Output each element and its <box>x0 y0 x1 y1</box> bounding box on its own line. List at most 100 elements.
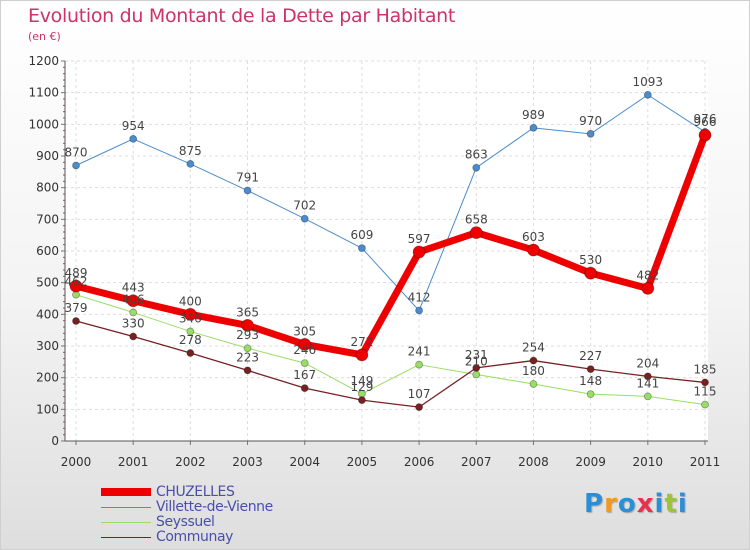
data-label-communay: 231 <box>465 348 488 362</box>
data-label-seyssuel: 180 <box>522 364 545 378</box>
data-label-chuzelles: 272 <box>350 335 373 349</box>
data-label-villette-de-vienne: 870 <box>65 146 88 160</box>
data-label-communay: 107 <box>408 387 431 401</box>
data-label-communay: 379 <box>65 301 88 315</box>
x-tick-label: 2011 <box>690 455 721 469</box>
data-point-communay <box>300 384 309 393</box>
data-label-chuzelles: 443 <box>122 281 145 295</box>
data-label-communay: 278 <box>179 333 202 347</box>
data-point-communay <box>586 365 595 374</box>
x-tick-label: 2004 <box>289 455 320 469</box>
data-label-seyssuel: 141 <box>636 376 659 390</box>
data-label-villette-de-vienne: 1093 <box>633 75 664 89</box>
series-line-chuzelles <box>75 133 709 359</box>
data-label-seyssuel: 462 <box>65 275 88 289</box>
x-tick-label: 2006 <box>404 455 435 469</box>
data-point-villette-de-vienne <box>300 214 309 223</box>
data-label-chuzelles: 530 <box>579 253 602 267</box>
data-point-seyssuel <box>586 390 595 399</box>
data-point-villette-de-vienne <box>586 129 595 138</box>
data-point-villette-de-vienne <box>358 244 366 253</box>
data-point-seyssuel <box>186 327 195 336</box>
data-label-seyssuel: 293 <box>236 328 259 342</box>
data-label-communay: 254 <box>522 341 545 355</box>
data-point-chuzelles <box>641 281 655 295</box>
data-label-villette-de-vienne: 976 <box>694 112 717 126</box>
chart-title: Evolution du Montant de la Dette par Hab… <box>28 5 456 27</box>
data-point-seyssuel <box>472 370 481 379</box>
data-point-chuzelles <box>469 226 483 240</box>
series-line-villette-de-vienne <box>75 94 706 312</box>
data-point-chuzelles <box>355 348 369 362</box>
logo-letter: i <box>654 489 665 519</box>
data-label-communay: 223 <box>236 350 259 364</box>
y-tick-label: 600 <box>36 244 59 258</box>
data-label-chuzelles: 597 <box>408 232 431 246</box>
legend-swatch <box>101 488 151 496</box>
legend-label: CHUZELLES <box>156 484 235 500</box>
data-point-seyssuel <box>300 359 309 368</box>
data-point-chuzelles <box>527 243 540 257</box>
data-point-communay <box>186 349 195 357</box>
logo-letter: o <box>617 489 637 519</box>
y-tick-label: 1200 <box>28 54 59 68</box>
legend-swatch <box>101 507 151 508</box>
data-label-villette-de-vienne: 609 <box>350 228 373 242</box>
data-label-communay: 330 <box>122 317 145 331</box>
data-point-seyssuel <box>415 360 423 369</box>
data-point-villette-de-vienne <box>472 163 481 172</box>
data-point-communay <box>415 403 423 412</box>
data-point-communay <box>129 332 138 341</box>
data-point-communay <box>472 363 481 372</box>
data-label-villette-de-vienne: 412 <box>408 291 431 305</box>
data-point-communay <box>701 378 709 387</box>
data-label-chuzelles: 603 <box>522 230 545 244</box>
data-point-seyssuel <box>129 308 138 317</box>
logo-letter: x <box>636 489 655 519</box>
y-tick-label: 1000 <box>28 117 59 131</box>
y-tick-label: 200 <box>36 371 59 385</box>
x-tick-label: 2001 <box>118 455 149 469</box>
y-tick-label: 700 <box>36 212 59 226</box>
x-tick-label: 2009 <box>575 455 606 469</box>
data-point-seyssuel <box>243 344 252 353</box>
series-line-communay <box>75 320 706 408</box>
y-tick-label: 800 <box>36 181 59 195</box>
proxiti-logo: Proxiti <box>584 489 688 519</box>
data-label-villette-de-vienne: 875 <box>179 144 202 158</box>
data-label-seyssuel: 115 <box>694 385 717 399</box>
x-tick-label: 2005 <box>347 455 378 469</box>
x-tick-label: 2000 <box>61 455 92 469</box>
data-point-chuzelles <box>69 279 83 293</box>
data-point-seyssuel <box>643 392 652 401</box>
data-label-seyssuel: 148 <box>579 374 602 388</box>
data-point-chuzelles <box>126 294 140 308</box>
data-label-villette-de-vienne: 791 <box>236 171 259 185</box>
data-point-villette-de-vienne <box>529 123 538 132</box>
data-point-villette-de-vienne <box>129 134 138 143</box>
y-tick-label: 900 <box>36 149 59 163</box>
logo-letter: t <box>664 489 678 519</box>
x-tick-label: 2003 <box>232 455 263 469</box>
data-point-chuzelles <box>183 307 197 321</box>
logo-letter: r <box>604 489 618 519</box>
x-tick-label: 2010 <box>633 455 664 469</box>
data-label-chuzelles: 365 <box>236 305 259 319</box>
data-point-chuzelles <box>584 266 598 280</box>
data-point-villette-de-vienne <box>186 160 195 168</box>
data-label-seyssuel: 149 <box>350 374 373 388</box>
data-label-chuzelles: 489 <box>65 266 88 280</box>
data-label-communay: 227 <box>579 349 602 363</box>
data-point-communay <box>72 317 80 325</box>
data-label-villette-de-vienne: 989 <box>522 108 545 122</box>
legend-swatch <box>101 537 151 538</box>
y-tick-label: 400 <box>36 307 59 321</box>
y-tick-label: 1100 <box>28 86 59 100</box>
y-tick-label: 300 <box>36 339 59 353</box>
data-label-communay: 167 <box>293 368 316 382</box>
legend-swatch <box>101 522 151 523</box>
data-point-communay <box>243 366 252 375</box>
y-tick-label: 0 <box>51 434 59 448</box>
legend-label: Communay <box>156 529 234 545</box>
